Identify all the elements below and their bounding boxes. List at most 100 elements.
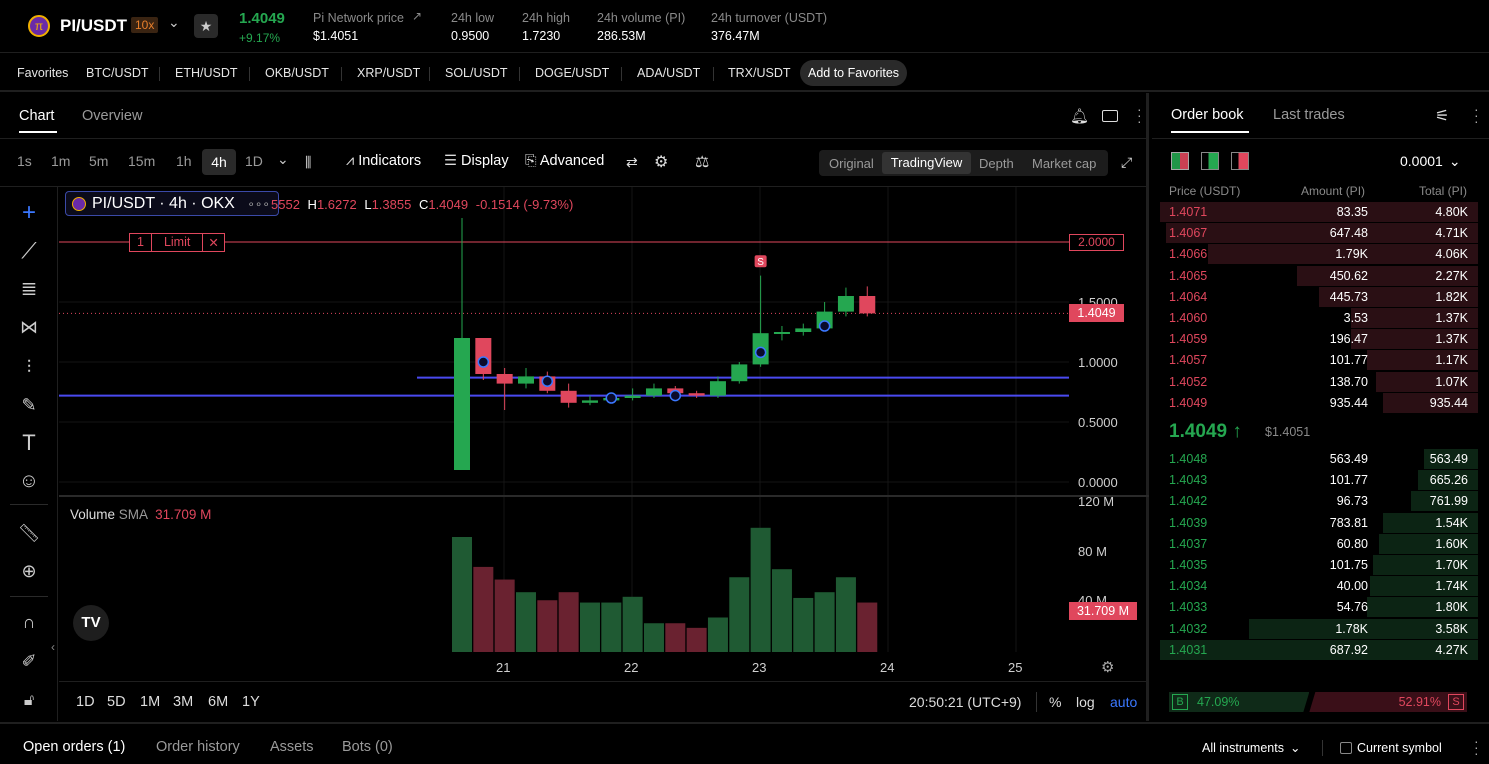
timeframe-1d[interactable]: 1D (245, 153, 263, 169)
tab-bots[interactable]: Bots (0) (342, 739, 393, 755)
sliders-icon[interactable]: ⚟ (1435, 108, 1450, 125)
ask-row[interactable]: 1.4065 450.62 2.27K (1160, 265, 1478, 286)
chevron-down-icon[interactable]: ⌄ (168, 14, 180, 30)
display-button[interactable]: ☰ Display (444, 153, 509, 169)
range-6m[interactable]: 6M (208, 694, 229, 710)
favorite-pair[interactable]: ADA/USDT (637, 66, 701, 80)
ask-row[interactable]: 1.4071 83.35 4.80K (1160, 202, 1478, 222)
expand-icon[interactable]: ⤢ (1121, 154, 1133, 170)
timeframe-15m[interactable]: 15m (128, 153, 156, 169)
precision-select[interactable]: 0.0001 ⌄ (1400, 153, 1461, 170)
bid-row[interactable]: 1.4033 54.76 1.80K (1160, 597, 1478, 618)
legend-more-icon[interactable]: ∘∘∘ (247, 197, 270, 211)
favorite-pair[interactable]: ETH/USDT (175, 66, 238, 80)
favorite-pair[interactable]: OKB/USDT (265, 66, 329, 80)
ask-row[interactable]: 1.4049 935.44 935.44 (1160, 392, 1478, 413)
pattern-icon[interactable]: ⋈ (20, 317, 38, 337)
trend-line-icon[interactable]: ⟋ (21, 238, 37, 263)
external-link-icon[interactable]: ↗ (412, 9, 423, 23)
range-3m[interactable]: 3M (173, 694, 194, 710)
timeframe-5m[interactable]: 5m (89, 153, 109, 169)
timeframe-4h[interactable]: 4h (202, 149, 236, 175)
favorite-star-button[interactable]: ★ (194, 14, 218, 38)
ask-row[interactable]: 1.4060 3.53 1.37K (1160, 308, 1478, 328)
text-tool-icon[interactable]: T (22, 430, 36, 455)
tab-order-history[interactable]: Order history (156, 739, 240, 755)
range-1m[interactable]: 1M (140, 694, 161, 710)
bids-view-icon[interactable] (1201, 152, 1219, 170)
auto-scale-toggle[interactable]: auto (1110, 694, 1138, 710)
favorite-pair[interactable]: TRX/USDT (728, 66, 791, 80)
tradingview-logo[interactable]: TV (73, 605, 109, 641)
timeframe-1s[interactable]: 1s (17, 153, 32, 169)
favorite-pair[interactable]: SOL/USDT (445, 66, 508, 80)
tab-chart[interactable]: Chart (19, 108, 55, 124)
collapse-toolbar-icon[interactable]: ‹ (51, 640, 55, 654)
ask-row[interactable]: 1.4059 196.47 1.37K (1160, 329, 1478, 350)
pair-name[interactable]: PI/USDT (60, 16, 128, 35)
bid-row[interactable]: 1.4032 1.78K 3.58K (1160, 618, 1478, 639)
candle-type-icon[interactable]: ⫼ (305, 154, 312, 170)
tab-order-book[interactable]: Order book (1171, 107, 1244, 123)
swap-icon[interactable]: ⇄ (626, 154, 638, 170)
bid-row[interactable]: 1.4034 40.00 1.74K (1160, 576, 1478, 597)
bid-row[interactable]: 1.4048 563.49 563.49 (1160, 449, 1478, 469)
favorite-pair[interactable]: XRP/USDT (357, 66, 421, 80)
ask-row[interactable]: 1.4067 647.48 4.71K (1160, 223, 1478, 244)
ask-row[interactable]: 1.4066 1.79K 4.06K (1160, 244, 1478, 265)
ask-row[interactable]: 1.4052 138.70 1.07K (1160, 371, 1478, 392)
bid-row[interactable]: 1.4043 101.77 665.26 (1160, 470, 1478, 491)
percent-scale-toggle[interactable]: % (1049, 694, 1062, 710)
compare-scale-icon[interactable]: ⚖ (695, 154, 710, 171)
more-vertical-icon[interactable]: · · · (1137, 101, 1142, 129)
asks-view-icon[interactable] (1231, 152, 1249, 170)
advanced-button[interactable]: ⎘ Advanced (525, 153, 604, 169)
instruments-select[interactable]: All instruments ⌄ (1202, 740, 1300, 755)
range-5d[interactable]: 5D (107, 694, 126, 710)
symbol-legend[interactable]: PI/USDT · 4h · OKX ∘∘∘ (65, 191, 279, 216)
axis-settings-icon[interactable]: ⚙ (1101, 659, 1115, 676)
tab-last-trades[interactable]: Last trades (1273, 107, 1345, 123)
add-to-favorites-button[interactable]: Add to Favorites (800, 60, 908, 86)
range-1y[interactable]: 1Y (242, 694, 260, 710)
emoji-icon[interactable]: ☺ (18, 470, 40, 492)
bid-row[interactable]: 1.4042 96.73 761.99 (1160, 491, 1478, 512)
more-vertical-icon[interactable]: · · · (1474, 101, 1479, 129)
settings-gear-icon[interactable]: ⚙ (654, 154, 669, 171)
ruler-icon[interactable]: 📏︎ (17, 523, 41, 543)
favorite-pair[interactable]: BTC/USDT (86, 66, 149, 80)
brush-icon[interactable]: ✎ (21, 395, 37, 415)
timeframe-1m[interactable]: 1m (51, 153, 71, 169)
close-icon[interactable]: ✕ (208, 236, 219, 250)
forecast-icon[interactable]: ⫶ (26, 357, 32, 377)
ask-row[interactable]: 1.4064 445.73 1.82K (1160, 286, 1478, 307)
both-sides-view-icon[interactable] (1171, 152, 1189, 170)
magnet-icon[interactable]: ∩ (22, 612, 36, 632)
view-mode-market-cap[interactable]: Market cap (1032, 156, 1097, 171)
chevron-down-icon[interactable]: ⌄ (277, 151, 289, 167)
tab-overview[interactable]: Overview (82, 108, 143, 124)
timeframe-1h[interactable]: 1h (176, 153, 192, 169)
indicators-button[interactable]: ⩘ Indicators (346, 153, 421, 169)
alert-add-icon[interactable]: 🔔︎ (1070, 108, 1090, 125)
pencil-lock-icon[interactable]: ✐ (21, 651, 37, 671)
view-mode-depth[interactable]: Depth (979, 156, 1014, 171)
fullscreen-icon[interactable] (1102, 110, 1118, 122)
horizontal-lines-icon[interactable]: ≣ (20, 278, 38, 300)
tab-open-orders[interactable]: Open orders (1) (23, 739, 126, 755)
range-1d[interactable]: 1D (76, 694, 95, 710)
current-symbol-checkbox[interactable] (1340, 742, 1352, 754)
bid-row[interactable]: 1.4039 783.81 1.54K (1160, 512, 1478, 533)
view-mode-original[interactable]: Original (829, 156, 874, 171)
zoom-in-icon[interactable]: ⊕ (21, 561, 37, 581)
crosshair-icon[interactable]: + (21, 199, 36, 226)
ask-row[interactable]: 1.4057 101.77 1.17K (1160, 350, 1478, 371)
view-mode-tradingview[interactable]: TradingView (882, 152, 971, 174)
lock-icon[interactable]: 🔓︎ (23, 692, 35, 709)
tab-assets[interactable]: Assets (270, 739, 314, 755)
favorite-pair[interactable]: DOGE/USDT (535, 66, 610, 80)
bid-row[interactable]: 1.4035 101.75 1.70K (1160, 555, 1478, 575)
price-chart[interactable]: S (59, 187, 1149, 681)
bid-row[interactable]: 1.4031 687.92 4.27K (1160, 639, 1478, 660)
log-scale-toggle[interactable]: log (1076, 694, 1095, 710)
